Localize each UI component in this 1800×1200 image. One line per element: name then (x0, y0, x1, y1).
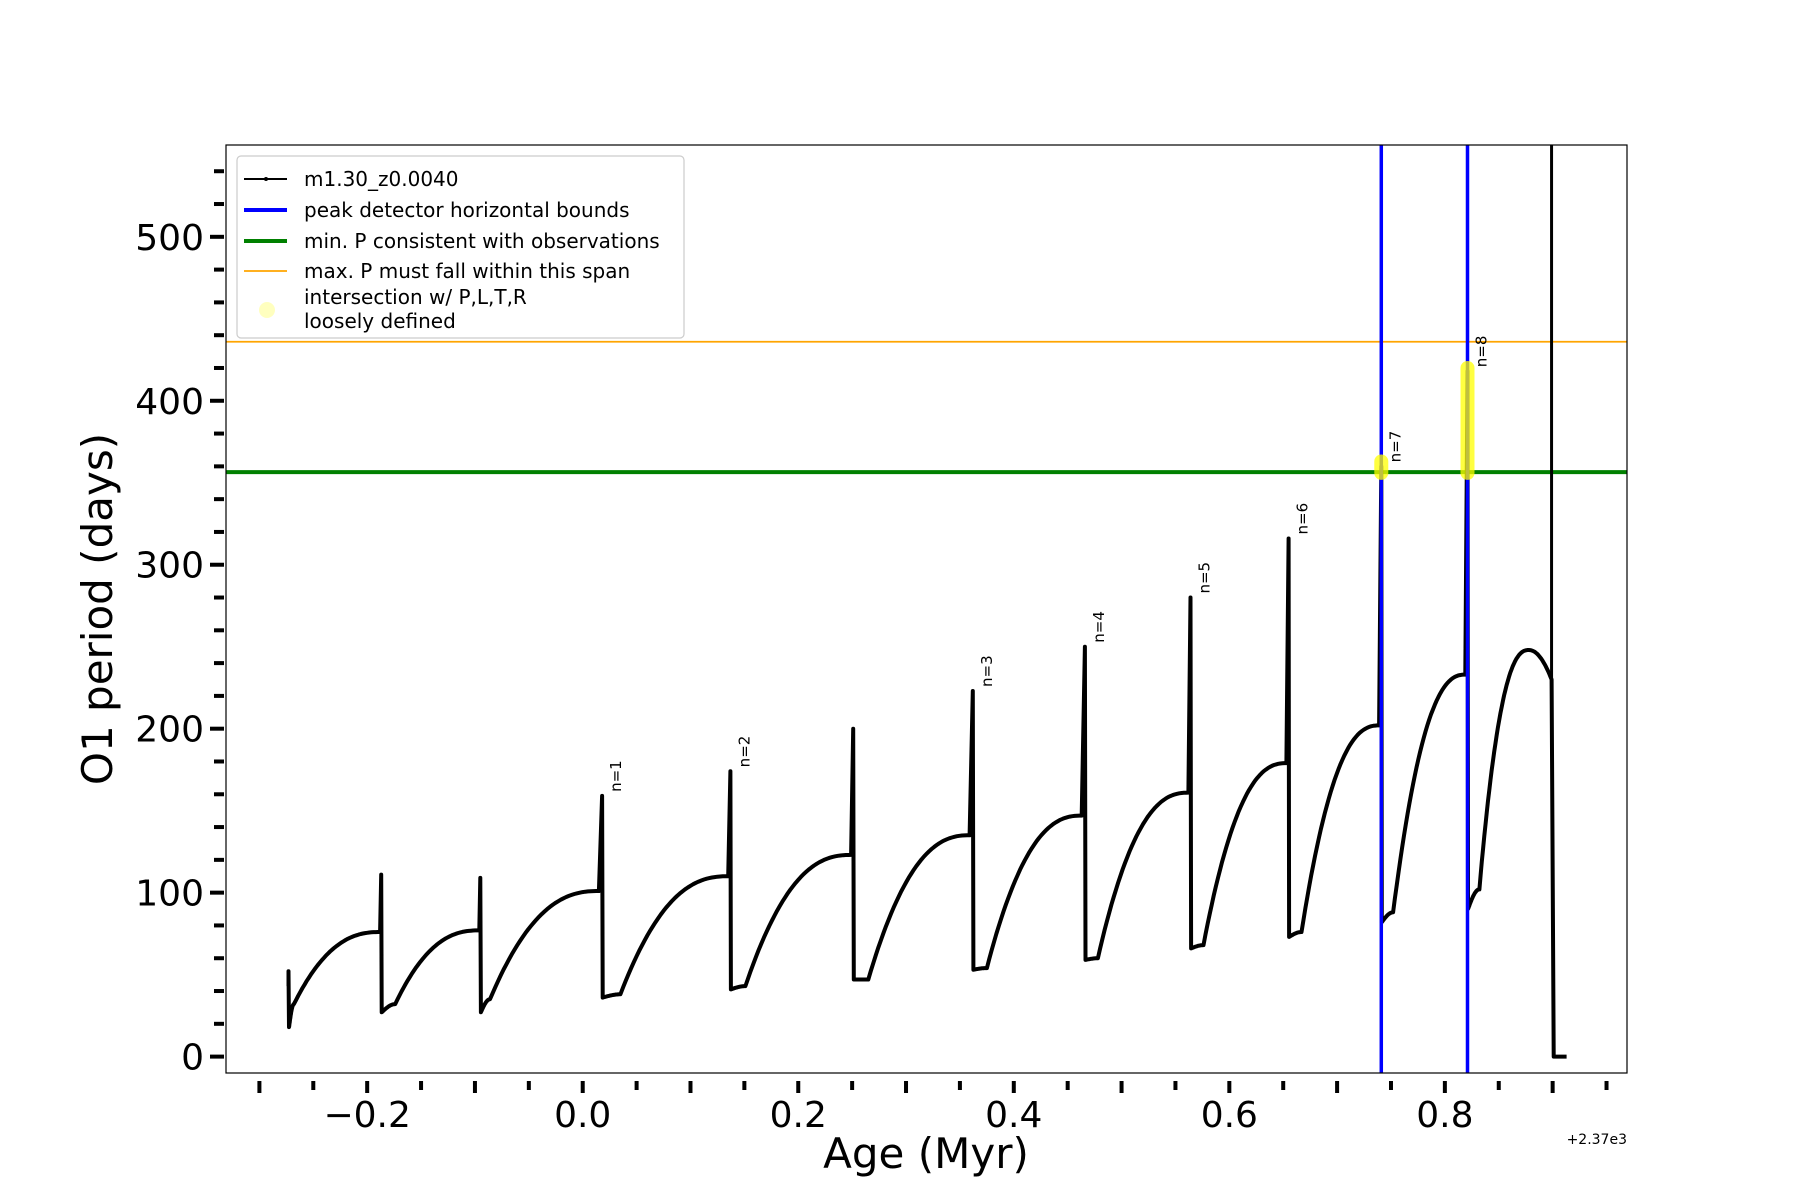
legend-label: peak detector horizontal bounds (304, 198, 630, 222)
cycle-label: n=3 (978, 655, 996, 687)
cycle-label: n=5 (1196, 562, 1214, 594)
cycle-label: n=6 (1294, 503, 1312, 535)
legend-label: max. P must fall within this span (304, 259, 630, 283)
legend-marker-icon (264, 177, 268, 181)
x-tick-label: 0.4 (985, 1095, 1042, 1136)
cycle-label: n=7 (1386, 431, 1404, 463)
x-tick-label: −0.2 (323, 1095, 410, 1136)
cycle-label: n=8 (1473, 336, 1491, 368)
x-tick-label: 0.6 (1201, 1095, 1258, 1136)
y-tick-label: 500 (135, 218, 204, 259)
x-tick-label: 0.8 (1416, 1095, 1473, 1136)
y-tick-label: 200 (135, 710, 204, 751)
x-tick-label: 0.2 (770, 1095, 827, 1136)
y-tick-label: 0 (181, 1038, 204, 1079)
y-axis-label: O1 period (days) (73, 433, 122, 785)
axes-frame (225, 144, 1628, 1074)
y-tick-label: 100 (135, 874, 204, 915)
y-tick-label: 400 (135, 382, 204, 423)
x-offset-label: +2.37e3 (1567, 1132, 1627, 1148)
x-axis-label: Age (Myr) (823, 1129, 1029, 1178)
legend-label: min. P consistent with observations (304, 229, 660, 253)
cycle-label: n=2 (735, 736, 753, 768)
legend-label: intersection w/ P,L,T,R (304, 285, 527, 309)
series-line-m1.30_z0.0040 (286, 369, 1567, 1059)
legend-dot-icon (259, 302, 275, 318)
cycle-label: n=4 (1090, 611, 1108, 643)
y-tick-label: 300 (135, 546, 204, 587)
legend-label: m1.30_z0.0040 (304, 167, 459, 191)
legend-label: loosely defined (304, 309, 456, 333)
x-tick-label: 0.0 (554, 1095, 611, 1136)
cycle-label: n=1 (607, 760, 625, 792)
